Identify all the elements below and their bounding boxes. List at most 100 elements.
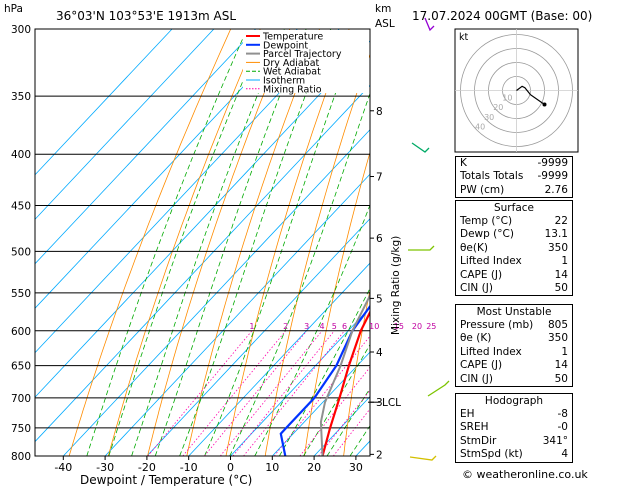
- row-label: Temp (°C): [460, 215, 513, 227]
- mixing-ratio-label: 1: [249, 322, 254, 331]
- table-row: EH -8: [456, 408, 572, 421]
- row-label: Lifted Index: [460, 255, 522, 268]
- mixing-ratio-label: 5: [332, 322, 337, 331]
- hodograph-ring-label: 40: [475, 123, 485, 132]
- row-label: StmDir: [460, 434, 497, 447]
- table-row: CAPE (J) 14: [456, 359, 572, 372]
- wet-adiabat: [179, 29, 332, 456]
- footer-credit[interactable]: © weatheronline.co.uk: [462, 468, 588, 481]
- wet-adiabat: [326, 387, 370, 456]
- pressure-tick-label: 450: [11, 201, 31, 213]
- row-value: 341°: [542, 434, 568, 447]
- table-row: K -9999: [456, 157, 572, 170]
- datetime-title: 17.07.2024 00GMT (Base: 00): [412, 9, 592, 23]
- table-row: StmDir 341°: [456, 435, 572, 448]
- isotherm-line: [272, 351, 370, 456]
- wet-adiabat: [204, 29, 360, 456]
- location-title: 36°03'N 103°53'E 1913m ASL: [56, 9, 236, 23]
- row-value: 50: [554, 282, 568, 295]
- table-row: CAPE (J) 14: [456, 269, 572, 282]
- wind-barb: [408, 245, 435, 251]
- isotherm-line: [35, 29, 215, 220]
- km-label: km: [375, 3, 391, 15]
- pressure-tick-label: 650: [11, 361, 31, 373]
- km-tick-label: 3: [376, 397, 383, 409]
- x-tick-label: 20: [307, 461, 321, 474]
- km-tick-label: 5: [376, 293, 383, 305]
- plot-frame: [34, 28, 371, 457]
- row-label: Lifted Index: [460, 345, 522, 358]
- hodograph-storm-dot: [542, 102, 547, 107]
- pressure-tick-label: 800: [11, 451, 31, 463]
- table-row: θe(K) 350: [456, 242, 572, 255]
- asl-label: ASL: [375, 18, 395, 30]
- wind-barb: [409, 455, 437, 461]
- row-label: StmSpd (kt): [460, 448, 523, 461]
- table-row: StmSpd (kt) 4: [456, 448, 572, 461]
- pressure-tick-label: 400: [11, 149, 31, 161]
- km-tick-label: 6: [376, 233, 383, 245]
- legend-entry: Dewpoint: [263, 40, 308, 51]
- pressure-tick-label: 550: [11, 288, 31, 300]
- indices-table: K -9999 Totals Totals -9999 PW (cm) 2.76: [455, 156, 573, 199]
- dry-adiabat: [615, 29, 629, 456]
- wind-barb: [427, 380, 450, 397]
- row-value: 1: [561, 345, 568, 358]
- legend-entry: Parcel Trajectory: [263, 49, 342, 60]
- temperature-axis: -40 -30 -20 -10 0 10 20 30: [54, 456, 363, 474]
- x-axis-label: Dewpoint / Temperature (°C): [80, 473, 252, 486]
- km-tick-label: 4: [376, 347, 383, 359]
- profile-temperature: [321, 309, 370, 456]
- row-value: -0: [557, 421, 568, 434]
- isotherm-line: [35, 40, 370, 398]
- table-row: Totals Totals -9999: [456, 170, 572, 183]
- row-value: 350: [547, 332, 568, 345]
- x-tick-label: -30: [96, 461, 114, 474]
- hodograph-kt-label: kt: [459, 32, 469, 43]
- pressure-tick-label: 500: [11, 246, 31, 258]
- row-value: -9999: [537, 170, 568, 183]
- isotherm-line: [188, 262, 370, 456]
- legend-entry: Dry Adiabat: [263, 58, 320, 69]
- legend-entry: Temperature: [262, 32, 323, 43]
- mixing-ratio-label: 15: [394, 322, 404, 331]
- hodograph-ring-label: 30: [484, 113, 494, 122]
- km-tick-label: 2: [376, 449, 383, 461]
- legend-box: [243, 30, 369, 93]
- km-tick-label: 7: [376, 172, 383, 184]
- row-value: 350: [547, 241, 568, 254]
- row-label: CAPE (J): [460, 359, 503, 372]
- table-row: Lifted Index 1: [456, 255, 572, 268]
- x-tick-label: 10: [265, 461, 279, 474]
- x-tick-label: -10: [180, 461, 198, 474]
- mixing-ratio-label: 2: [283, 322, 288, 331]
- mixing-ratio-line: [204, 330, 308, 456]
- wet-adiabat: [131, 29, 285, 456]
- mixing-ratio-label: 4: [320, 322, 325, 331]
- pressure-axis: 300 350 400 450 500 550 600 650 700 750 800: [11, 24, 31, 463]
- km-tick-label: 8: [376, 106, 383, 118]
- legend-entry: Wet Adiabat: [263, 67, 321, 78]
- row-label: CIN (J): [460, 282, 493, 295]
- hodograph-table-title: Hodograph: [484, 395, 544, 407]
- isotherm-line: [35, 29, 173, 176]
- isotherm-line: [230, 307, 370, 456]
- table-row: Lifted Index 1: [456, 346, 572, 359]
- row-value: 22: [554, 215, 568, 227]
- height-axis: 8 7 6 5 4 3 2 LCL: [368, 106, 401, 461]
- row-label: CAPE (J): [460, 268, 503, 281]
- hodograph-table: Hodograph EH -8 SREH -0 StmDir 341° StmSpd (kt…: [455, 393, 573, 463]
- row-value: 2.76: [544, 183, 568, 196]
- pressure-tick-label: 300: [11, 24, 31, 36]
- row-label: SREH: [460, 421, 489, 434]
- lcl-label: LCL: [382, 397, 401, 409]
- mixing-ratio-label: 25: [426, 322, 436, 331]
- row-label: Dewp (°C): [460, 228, 514, 241]
- mixing-ratio-label: 6: [342, 322, 347, 331]
- pressure-tick-label: 350: [11, 91, 31, 103]
- surface-title: Surface: [493, 202, 534, 214]
- row-value: 4: [561, 448, 568, 461]
- table-row: CIN (J) 50: [456, 373, 572, 386]
- table-row: Dewp (°C) 13.1: [456, 228, 572, 241]
